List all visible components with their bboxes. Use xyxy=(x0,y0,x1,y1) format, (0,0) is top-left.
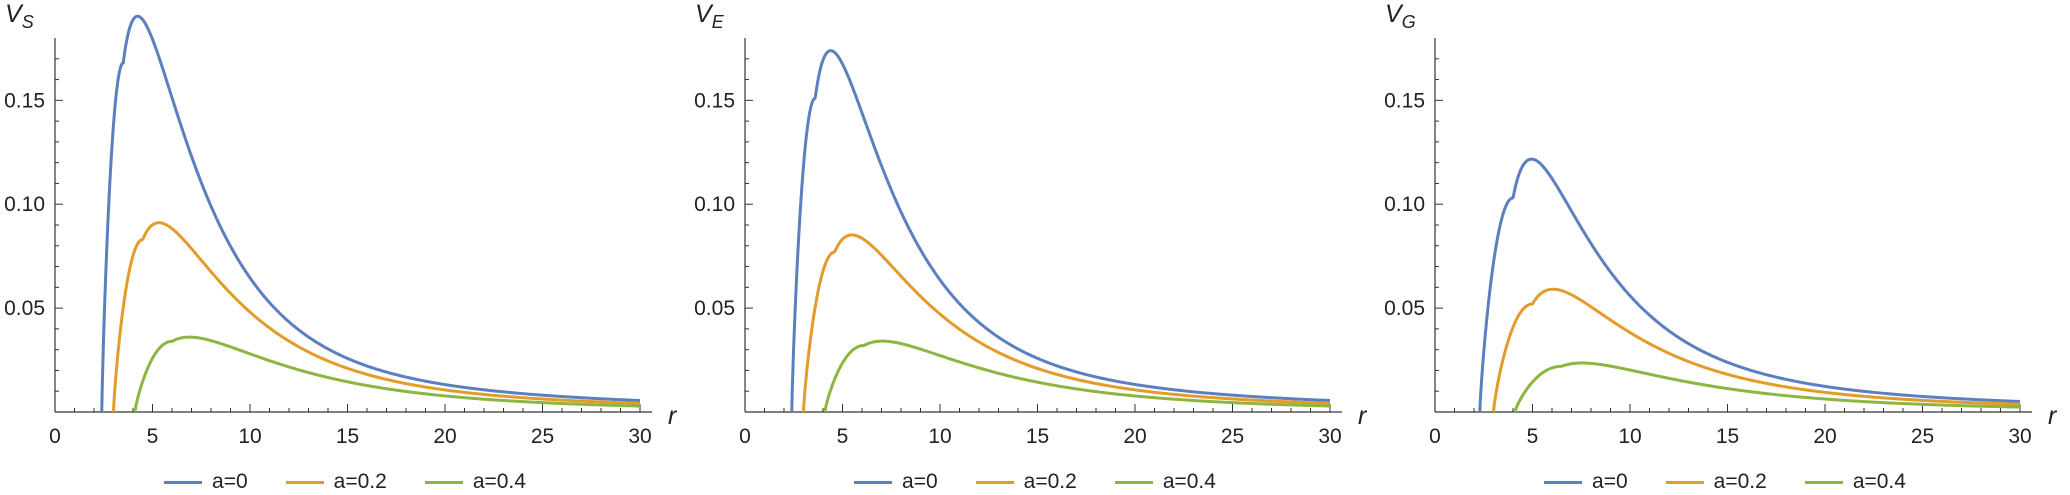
legend: a=0 a=0.2 a=0.4 xyxy=(0,470,690,494)
x-tick-label: 10 xyxy=(928,425,951,448)
x-tick-label: 20 xyxy=(433,425,456,448)
x-tick-label: 15 xyxy=(1026,425,1049,448)
legend: a=0 a=0.2 a=0.4 xyxy=(1380,470,2070,494)
legend-swatch xyxy=(1544,480,1583,484)
chart-vs: 0 5 10 15 20 25 30 0.05 0.10 0.15 VS r xyxy=(4,0,678,448)
legend-label: a=0.2 xyxy=(1713,470,1767,493)
legend-swatch xyxy=(1804,480,1843,484)
chart-panel-ve: 0 5 10 15 20 25 30 0.05 0.10 0.15 VE r a=0 a=0.2 a=0.… xyxy=(690,0,1380,495)
y-tick-label: 0.15 xyxy=(694,89,735,112)
legend-item: a=0.2 xyxy=(975,470,1077,494)
legend: a=0 a=0.2 a=0.4 xyxy=(690,470,1380,494)
y-tick-label: 0.05 xyxy=(1384,297,1425,320)
legend-item: a=0.4 xyxy=(1804,470,1906,494)
y-axis-label: VE xyxy=(695,0,725,32)
x-tick-label: 5 xyxy=(147,425,159,448)
chart-vg: 0 5 10 15 20 25 30 0.05 0.10 0.15 VG r xyxy=(1384,0,2058,448)
legend-item: a=0 xyxy=(1544,470,1628,494)
x-tick-label: 0 xyxy=(1429,425,1441,448)
legend-label: a=0 xyxy=(902,470,938,493)
legend-label: a=0.4 xyxy=(1852,470,1906,493)
legend-item: a=0.2 xyxy=(1665,470,1767,494)
legend-item: a=0.4 xyxy=(1114,470,1216,494)
chart-panel-vg: 0 5 10 15 20 25 30 0.05 0.10 0.15 VG r a=0 a=0.2 a=0.… xyxy=(1380,0,2070,495)
x-tick-label: 15 xyxy=(1716,425,1739,448)
legend-item: a=0.4 xyxy=(424,470,526,494)
legend-swatch xyxy=(164,480,203,484)
x-tick-label: 5 xyxy=(1527,425,1539,448)
legend-swatch xyxy=(854,480,893,484)
x-axis-label: r xyxy=(668,402,678,430)
legend-label: a=0 xyxy=(212,470,248,493)
y-axis-label: VS xyxy=(5,0,34,32)
legend-label: a=0.4 xyxy=(1162,470,1216,493)
chart-ve: 0 5 10 15 20 25 30 0.05 0.10 0.15 VE r xyxy=(694,0,1368,448)
x-tick-label: 0 xyxy=(49,425,61,448)
legend-swatch xyxy=(424,480,463,484)
y-tick-label: 0.10 xyxy=(694,193,735,216)
x-tick-label: 30 xyxy=(2008,425,2031,448)
legend-item: a=0.2 xyxy=(285,470,387,494)
x-axis-label: r xyxy=(1358,402,1368,430)
series-line-0 xyxy=(790,49,1331,413)
series-line-2 xyxy=(1513,361,2021,413)
x-tick-label: 20 xyxy=(1123,425,1146,448)
x-tick-label: 20 xyxy=(1813,425,1836,448)
x-tick-label: 25 xyxy=(1221,425,1244,448)
x-tick-label: 5 xyxy=(837,425,849,448)
legend-label: a=0.2 xyxy=(1023,470,1077,493)
legend-swatch xyxy=(285,480,324,484)
series-line-1 xyxy=(802,233,1331,413)
y-tick-label: 0.10 xyxy=(1384,193,1425,216)
x-tick-label: 25 xyxy=(531,425,554,448)
chart-panel-vs: 0 5 10 15 20 25 30 0.05 0.10 0.15 VS r a=0 a=0.2 a=0.… xyxy=(0,0,690,495)
legend-label: a=0.4 xyxy=(472,470,526,493)
x-axis-label: r xyxy=(2048,402,2058,430)
legend-label: a=0.2 xyxy=(333,470,387,493)
series-line-0 xyxy=(1478,157,2021,413)
legend-item: a=0 xyxy=(854,470,938,494)
x-tick-label: 10 xyxy=(238,425,261,448)
x-tick-label: 10 xyxy=(1618,425,1641,448)
y-tick-label: 0.15 xyxy=(1384,89,1425,112)
series-line-1 xyxy=(112,221,641,413)
x-tick-label: 30 xyxy=(628,425,651,448)
series-line-1 xyxy=(1492,287,2021,413)
legend-swatch xyxy=(1665,480,1704,484)
x-tick-label: 15 xyxy=(336,425,359,448)
legend-item: a=0 xyxy=(164,470,248,494)
legend-label: a=0 xyxy=(1592,470,1628,493)
series-line-2 xyxy=(823,339,1331,413)
legend-swatch xyxy=(1114,480,1153,484)
series-line-0 xyxy=(100,14,641,413)
y-tick-label: 0.15 xyxy=(4,89,45,112)
legend-swatch xyxy=(975,480,1014,484)
y-tick-label: 0.05 xyxy=(694,297,735,320)
x-tick-label: 30 xyxy=(1318,425,1341,448)
y-tick-label: 0.10 xyxy=(4,193,45,216)
x-tick-label: 25 xyxy=(1911,425,1934,448)
series-line-2 xyxy=(133,335,641,413)
x-tick-label: 0 xyxy=(739,425,751,448)
y-tick-label: 0.05 xyxy=(4,297,45,320)
y-axis-label: VG xyxy=(1385,0,1416,32)
